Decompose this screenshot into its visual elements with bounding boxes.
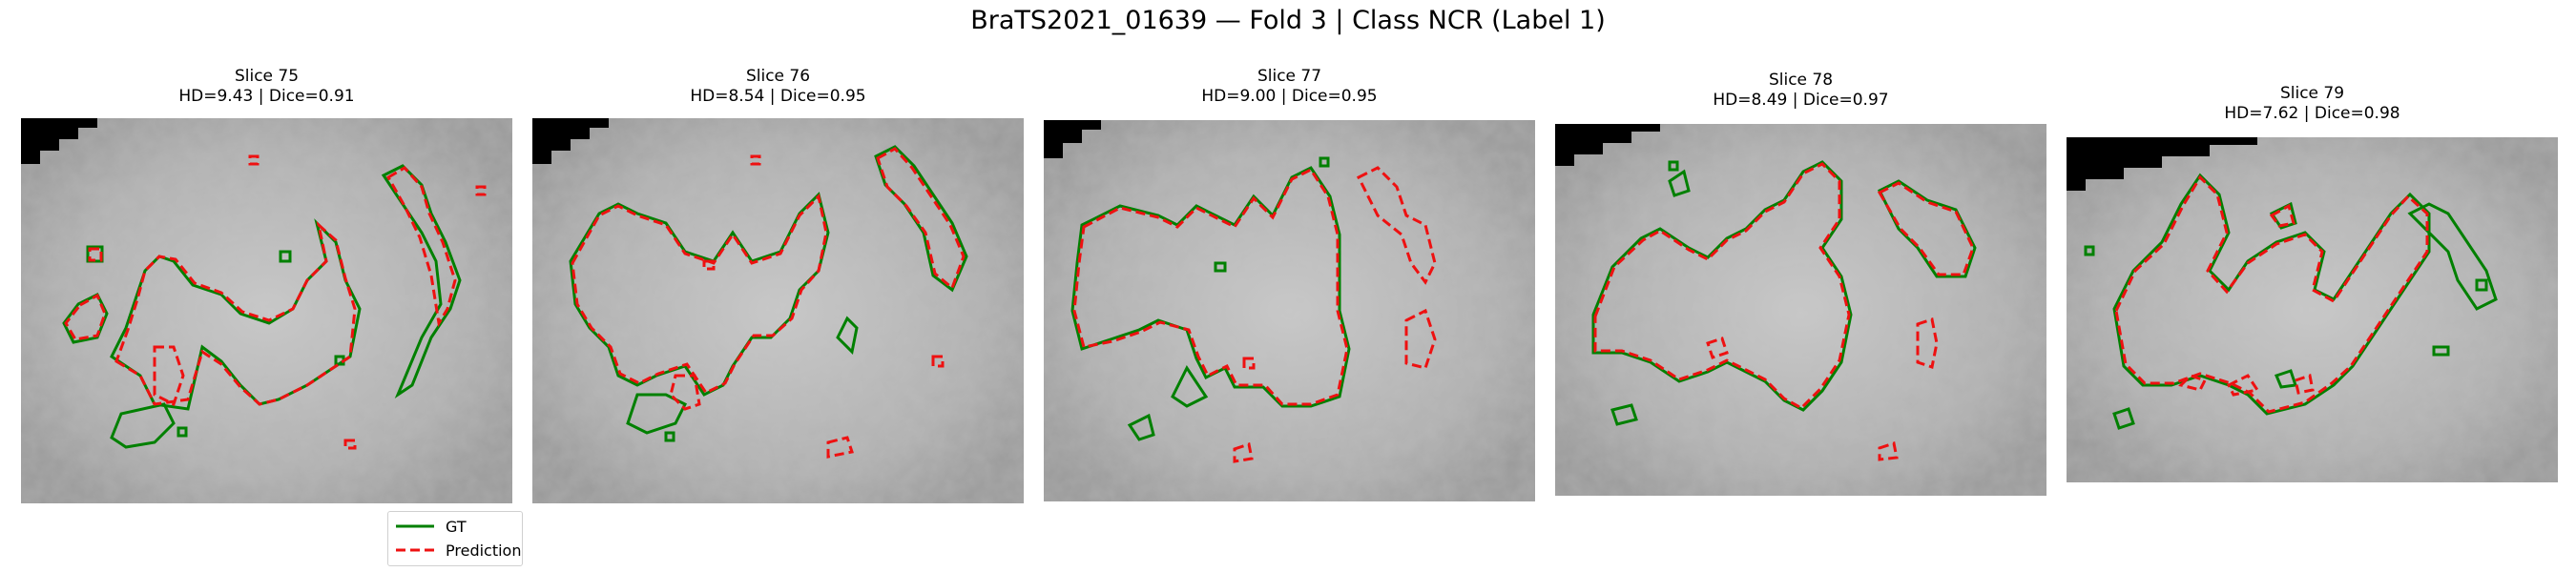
mask-corner [1044, 120, 1101, 158]
legend: GT Prediction [387, 511, 523, 566]
slice-panel-78: Slice 78 HD=8.49 | Dice=0.97 [1555, 67, 2046, 505]
slice-label: Slice 75 [234, 67, 300, 86]
prediction-contours [2114, 174, 2429, 414]
legend-prediction-line-icon [396, 548, 434, 552]
slice-panel-75: Slice 75 HD=9.43 | Dice=0.91 [21, 67, 523, 566]
gt-contours [1070, 156, 1351, 441]
tissue-texture [1555, 124, 2046, 496]
mask-corner [21, 118, 97, 164]
gt-contours [1591, 160, 1977, 426]
tissue-texture [2067, 137, 2558, 482]
slice-metrics: HD=8.54 | Dice=0.95 [690, 87, 866, 106]
tissue-texture [1044, 120, 1535, 501]
slice-panel-77: Slice 77 HD=9.00 | Dice=0.95 [1044, 67, 1535, 505]
mask-corner [532, 118, 609, 164]
mri-svg [21, 118, 512, 503]
figure-title: BraTS2021_01639 — Fold 3 | Class NCR (La… [970, 6, 1606, 35]
mri-slice-image [1555, 124, 2046, 496]
slice-label: Slice 79 [2279, 84, 2345, 103]
mask-corner [2067, 137, 2257, 191]
slice-panel-79: Slice 79 HD=7.62 | Dice=0.98 [2067, 67, 2558, 505]
mri-svg [2067, 137, 2558, 482]
tissue-texture [532, 118, 1024, 503]
prediction-contours [571, 147, 966, 459]
mri-svg [1044, 120, 1535, 501]
mri-slice-image [1044, 120, 1535, 501]
slice-panel-76: Slice 76 HD=8.54 | Dice=0.95 [532, 67, 1024, 505]
slice-metrics: HD=8.49 | Dice=0.97 [1713, 91, 1889, 110]
mri-slice-image [21, 118, 512, 503]
mri-slice-image [532, 118, 1024, 503]
prediction-contours [1072, 166, 1437, 463]
slice-label: Slice 78 [1768, 71, 1834, 90]
prediction-contours [1593, 162, 1975, 461]
slice-label: Slice 76 [745, 67, 811, 86]
prediction-contours [64, 154, 487, 450]
mri-svg [1555, 124, 2046, 496]
slice-metrics: HD=9.00 | Dice=0.95 [1201, 87, 1378, 106]
slice-metrics: HD=9.43 | Dice=0.91 [178, 87, 355, 106]
slice-label: Slice 77 [1257, 67, 1322, 86]
legend-entry-prediction: Prediction [396, 540, 521, 561]
gt-contours [2084, 173, 2498, 430]
mri-slice-image [2067, 137, 2558, 482]
slice-metrics: HD=7.62 | Dice=0.98 [2224, 104, 2400, 123]
mri-svg [532, 118, 1024, 503]
legend-gt-line-icon [396, 524, 434, 528]
legend-prediction-label: Prediction [446, 541, 522, 560]
mask-corner [1555, 124, 1660, 166]
tissue-texture [21, 118, 512, 503]
legend-gt-label: GT [446, 517, 467, 536]
legend-entry-gt: GT [396, 516, 467, 537]
